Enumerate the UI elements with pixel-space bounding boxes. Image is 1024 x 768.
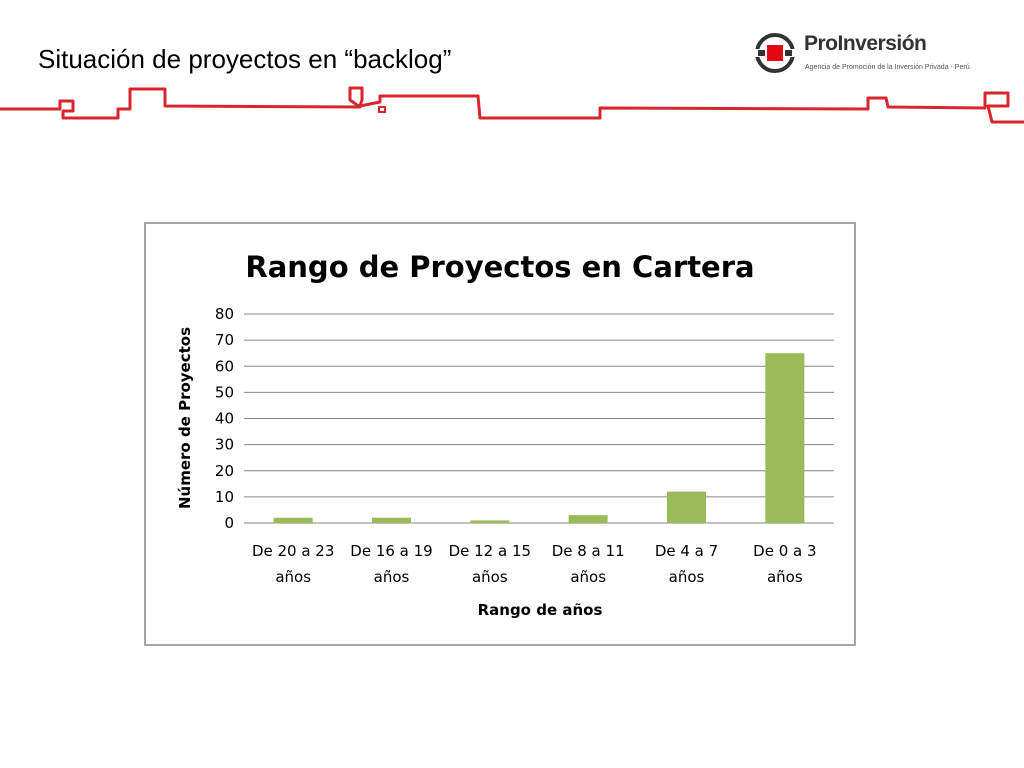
x-tick-label: años: [472, 568, 508, 586]
x-tick-label: años: [374, 568, 410, 586]
y-tick-label: 50: [215, 383, 234, 401]
logo-name: ProInversión: [804, 32, 927, 55]
bar-5: [667, 491, 706, 523]
bars: [273, 353, 805, 523]
bar-6: [765, 353, 805, 523]
y-tick-label: 40: [215, 410, 234, 428]
y-tick-label: 60: [215, 357, 234, 375]
bar-chart: Rango de Proyectos en Cartera 0 10 20 30 40 5…: [176, 250, 834, 619]
header-decorative-line: [0, 86, 1024, 124]
x-tick-label: años: [275, 568, 311, 586]
y-tick-label: 20: [215, 462, 234, 480]
x-tick-label: años: [570, 568, 606, 586]
bar-3: [470, 520, 510, 523]
x-axis-ticks: De 20 a 23 años De 16 a 19 años De 12 a 15 añ…: [252, 542, 817, 586]
grid-lines: [244, 313, 834, 524]
x-tick-label: De 4 a 7: [655, 542, 718, 560]
y-tick-label: 30: [215, 436, 234, 454]
x-tick-label: De 20 a 23: [252, 542, 334, 560]
x-tick-label: De 16 a 19: [350, 542, 432, 560]
proinversion-emblem-icon: [754, 33, 798, 73]
bar-2: [372, 517, 411, 523]
x-axis-title: Rango de años: [478, 601, 603, 619]
x-tick-label: años: [669, 568, 705, 586]
bar-4: [568, 515, 608, 523]
x-tick-label: De 0 a 3: [753, 542, 816, 560]
x-tick-label: De 12 a 15: [449, 542, 531, 560]
slide-title: Situación de proyectos en “backlog”: [38, 44, 452, 74]
chart-title: Rango de Proyectos en Cartera: [245, 250, 754, 284]
proinversion-logo: ProInversión Agencia de Promoción de la …: [754, 30, 970, 80]
y-tick-label: 10: [215, 488, 234, 506]
y-tick-label: 70: [215, 331, 234, 349]
x-tick-label: De 8 a 11: [552, 542, 625, 560]
y-axis-ticks: 0 10 20 30 40 50 60 70 80: [215, 305, 234, 532]
chart-frame: Rango de Proyectos en Cartera 0 10 20 30 40 5…: [144, 222, 856, 646]
y-tick-label: 80: [215, 305, 234, 323]
y-axis-title: Número de Proyectos: [176, 327, 194, 509]
x-tick-label: años: [767, 568, 803, 586]
y-tick-label: 0: [224, 514, 234, 532]
bar-1: [273, 517, 313, 523]
logo-tagline: Agencia de Promoción de la Inversión Pri…: [805, 64, 970, 71]
